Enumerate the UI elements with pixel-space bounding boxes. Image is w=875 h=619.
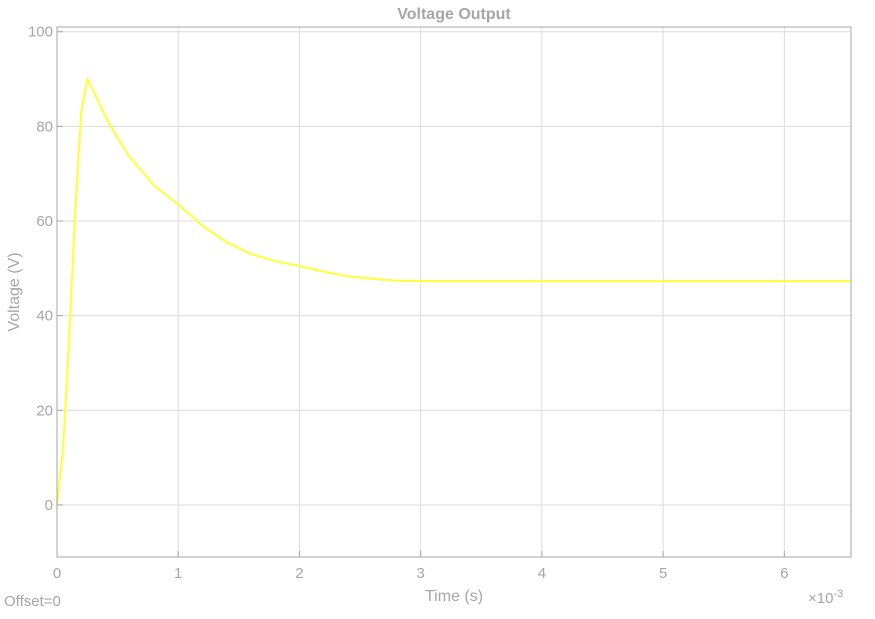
y-tick-label: 100	[28, 24, 53, 41]
x-tick-label: 2	[295, 565, 303, 582]
voltage-series-line	[56, 78, 851, 506]
y-tick-label: 80	[36, 118, 53, 135]
x-tick-label: 0	[53, 565, 61, 582]
plot-background	[57, 27, 851, 557]
plot-frame	[56, 26, 852, 558]
x-tick-label: 5	[659, 565, 667, 582]
series-group	[56, 78, 851, 506]
offset-label: Offset=0	[4, 593, 61, 610]
y-tick-label: 40	[36, 308, 53, 325]
x-multiplier-base: ×10	[808, 590, 834, 607]
x-axis-title: Time (s)	[425, 588, 483, 605]
x-tick-label: 3	[416, 565, 424, 582]
y-axis-title: Voltage (V)	[6, 252, 23, 331]
y-tick-label: 0	[45, 497, 53, 514]
x-tick-label: 4	[538, 565, 546, 582]
y-tick-label: 20	[36, 402, 53, 419]
x-axis-multiplier: ×10-3	[808, 588, 843, 607]
grid	[56, 27, 851, 557]
x-multiplier-exponent: -3	[833, 588, 844, 600]
x-tick-label: 1	[174, 565, 182, 582]
y-tick-label: 60	[36, 213, 53, 230]
chart-title: Voltage Output	[397, 6, 511, 23]
x-tick-label: 6	[780, 565, 788, 582]
